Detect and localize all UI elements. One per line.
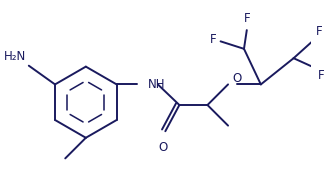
Text: O: O (233, 72, 242, 85)
Text: F: F (210, 33, 217, 46)
Text: H₂N: H₂N (4, 50, 26, 63)
Text: F: F (243, 12, 250, 25)
Text: NH: NH (147, 78, 165, 91)
Text: O: O (159, 141, 168, 154)
Text: F: F (318, 70, 324, 82)
Text: F: F (316, 25, 323, 38)
